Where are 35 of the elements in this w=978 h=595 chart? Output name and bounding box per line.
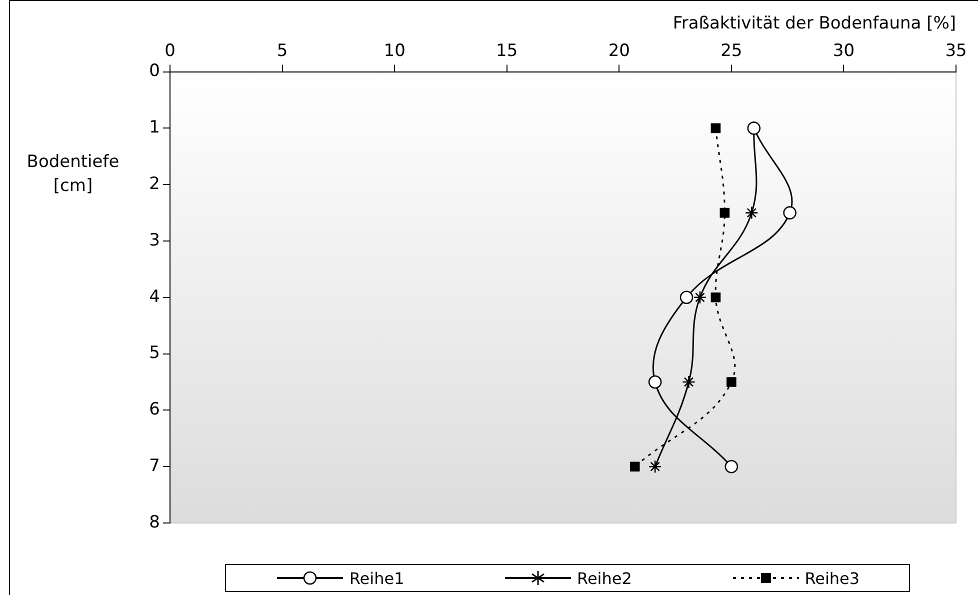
point (724, 460, 738, 474)
x-tick-label: 35 (945, 41, 967, 62)
point (744, 206, 758, 220)
point (720, 208, 730, 218)
point (726, 377, 736, 387)
y-tick-label: 6 (149, 400, 160, 420)
point (630, 462, 640, 472)
point (783, 206, 796, 220)
x-tick-label: 10 (384, 41, 406, 62)
y-tick-label: 7 (149, 456, 160, 476)
point (682, 375, 696, 389)
y-tick-label: 8 (149, 512, 160, 532)
point (710, 123, 721, 134)
point (693, 290, 707, 304)
point (710, 292, 721, 302)
x-tick-label: 30 (832, 41, 855, 62)
x-tick-label: 20 (608, 41, 630, 62)
legend-label: Reihe2 (577, 568, 632, 588)
y-tick-label: 5 (149, 343, 160, 364)
point (648, 375, 662, 389)
legend-label: Reihe3 (804, 568, 860, 588)
x-tick-label: 15 (496, 41, 518, 62)
y-tick-label: 4 (149, 286, 160, 307)
legend-label: Reihe1 (349, 568, 404, 588)
y-tick-label: 0 (149, 61, 160, 82)
y-axis-title: Bodentiefe [cm] (26, 151, 120, 198)
x-tick-label: 25 (720, 41, 742, 62)
point (680, 290, 694, 304)
y-tick-label: 1 (149, 118, 160, 138)
point (648, 460, 662, 474)
x-tick-label: 5 (276, 41, 288, 62)
x-axis-title: Fraßaktivität der Bodenfauna [%] (672, 14, 956, 34)
x-tick-label: 0 (164, 41, 176, 62)
y-tick-label: 2 (149, 174, 160, 194)
y-tick-label: 3 (149, 230, 160, 250)
